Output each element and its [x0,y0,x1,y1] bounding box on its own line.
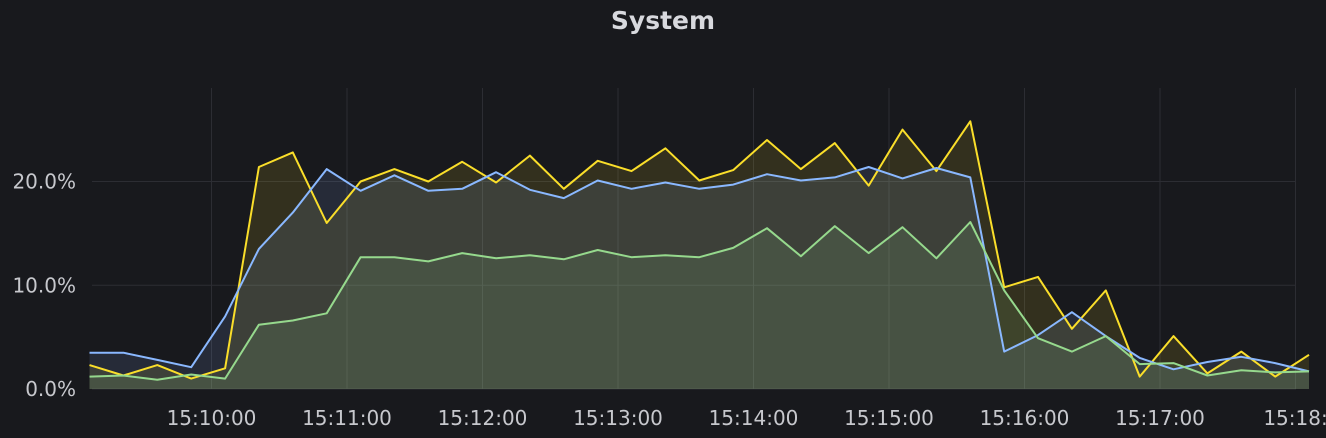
x-tick-label: 15:11:00 [302,406,392,430]
series-yellow-area [89,121,1309,390]
series-blue-area [89,167,1309,389]
series-lines [89,120,1310,381]
series-green-line[interactable] [89,221,1310,381]
x-tick-label: 15:10:00 [167,406,257,430]
x-tick-label: 15:18: [1263,406,1326,430]
y-tick-label: 10.0% [12,273,76,297]
x-tick-label: 15:16:00 [980,406,1070,430]
y-tick-label: 20.0% [12,170,76,194]
x-tick-label: 15:13:00 [573,406,663,430]
x-tick-label: 15:14:00 [709,406,799,430]
x-axis: 15:10:00 15:11:00 15:12:00 15:13:00 15:14:00… [167,406,1326,430]
y-axis: 0.0% 10.0% 20.0% [12,170,76,402]
panel-title[interactable]: System [610,6,716,35]
grid [92,88,1296,390]
x-tick-label: 15:12:00 [438,406,528,430]
series-yellow-line[interactable] [89,120,1310,380]
y-tick-label: 0.0% [25,377,76,401]
x-tick-label: 15:15:00 [844,406,934,430]
x-tick-label: 15:17:00 [1115,406,1205,430]
